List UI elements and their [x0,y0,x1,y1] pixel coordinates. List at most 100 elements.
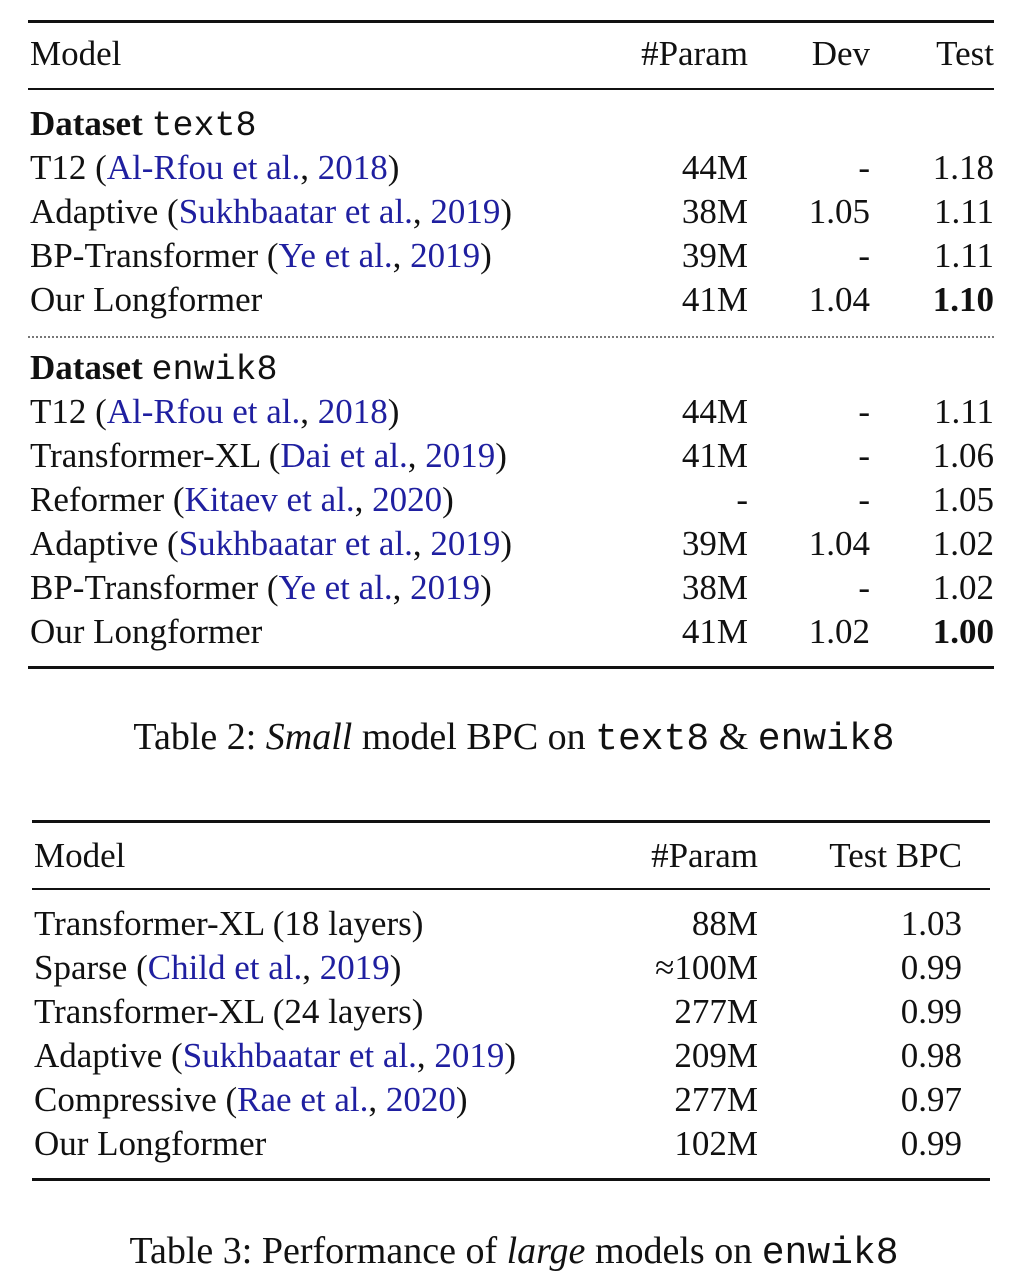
model-name-cell: Adaptive (Sukhbaatar et al., 2019) [30,522,512,566]
cite-close-paren: ) [480,236,492,275]
citation-year-link[interactable]: 2019 [425,436,496,475]
citation-author-link[interactable]: Child et al. [147,948,303,987]
test-bpc-cell: 0.99 [900,992,962,1031]
cite-open-paren: ( [162,1036,183,1075]
header-param: #Param [651,836,758,875]
param-cell: 39M [681,236,748,275]
model-name: Transformer-XL (24 layers) [34,992,424,1031]
citation-year-link[interactable]: 2019 [434,1036,505,1075]
param-cell: 38M [681,192,748,231]
dataset-name: text8 [151,106,257,146]
dev-cell: 1.05 [808,192,870,231]
dataset-heading: Dataset text8 [30,102,257,148]
model-name-cell: Adaptive (Sukhbaatar et al., 2019) [30,190,512,234]
param-cell: 277M [674,992,758,1031]
model-name: Adaptive [34,1036,163,1075]
dev-cell: 1.02 [808,612,870,651]
cite-comma: , [300,148,318,187]
citation-author-link[interactable]: Dai et al. [280,436,408,475]
header-rule [28,88,994,90]
header-test: Test [936,34,994,73]
cite-open-paren: ( [158,192,179,231]
cite-close-paren: ) [387,148,400,187]
citation-year-link[interactable]: 2020 [385,1080,456,1119]
citation-author-link[interactable]: Al-Rfou et al. [106,392,301,431]
dev-cell: - [858,568,870,607]
cite-comma: , [300,392,318,431]
param-cell: 39M [681,524,748,563]
citation-year-link[interactable]: 2018 [317,148,388,187]
cite-open-paren: ( [127,948,148,987]
citation-author-link[interactable]: Kitaev et al. [184,480,355,519]
model-name-cell: Our Longformer [34,1122,266,1166]
table-row: Transformer-XL (18 layers) 88M 1.03 [0,902,1028,946]
model-name: Reformer [30,480,165,519]
model-name: T12 [30,148,87,187]
header-test-bpc: Test BPC [829,836,962,875]
citation-year-link[interactable]: 2019 [410,568,481,607]
dev-cell: - [858,392,870,431]
bottom-rule [28,666,994,669]
test-cell: 1.11 [934,236,994,275]
citation-author-link[interactable]: Sukhbaatar et al. [178,524,413,563]
table-row: Our Longformer 102M 0.99 [0,1122,1028,1166]
cite-open-paren: ( [216,1080,238,1119]
model-name-cell: Transformer-XL (Dai et al., 2019) [30,434,507,478]
header-dev: Dev [811,34,870,73]
cite-open-paren: ( [86,392,107,431]
param-cell: - [736,480,748,519]
cite-open-paren: ( [158,524,179,563]
caption-emph: Small [265,716,353,758]
cite-close-paren: ) [389,948,402,987]
test-cell: 1.06 [932,436,994,475]
citation-author-link[interactable]: Al-Rfou et al. [106,148,301,187]
model-name-cell: T12 (Al-Rfou et al., 2018) [30,146,399,190]
param-cell: 41M [681,280,748,319]
test-cell: 1.10 [932,280,994,319]
test-cell: 1.00 [932,612,994,651]
dev-cell: 1.04 [808,524,870,563]
citation-year-link[interactable]: 2019 [430,524,501,563]
model-name-cell: Our Longformer [30,278,262,322]
table-row: Adaptive (Sukhbaatar et al., 2019) 38M 1.0… [0,190,1028,234]
table-row: T12 (Al-Rfou et al., 2018) 44M - 1.11 [0,390,1028,434]
model-name-cell: Transformer-XL (18 layers) [34,902,423,946]
citation-year-link[interactable]: 2018 [317,392,388,431]
test-cell: 1.18 [932,148,994,187]
dev-cell: - [858,480,870,519]
cite-open-paren: ( [164,480,185,519]
citation-author-link[interactable]: Ye et al. [278,236,393,275]
param-cell: 88M [691,904,758,943]
model-name-cell: Transformer-XL (24 layers) [34,990,423,1034]
citation-author-link[interactable]: Ye et al. [278,568,393,607]
table-row: Adaptive (Sukhbaatar et al., 2019) 209M 0.… [0,1034,1028,1078]
dev-cell: 1.04 [808,280,870,319]
model-name: BP-Transformer [30,568,259,607]
model-name: Our Longformer [30,280,263,319]
param-cell: 44M [681,392,748,431]
dev-cell: - [858,436,870,475]
caption-middle: model BPC on [352,716,596,758]
citation-author-link[interactable]: Rae et al. [237,1080,369,1119]
cite-open-paren: ( [258,568,279,607]
test-cell: 1.11 [934,392,994,431]
param-cell: 38M [681,568,748,607]
citation-author-link[interactable]: Sukhbaatar et al. [178,192,413,231]
citation-year-link[interactable]: 2019 [319,948,390,987]
table-row: Our Longformer 41M 1.04 1.10 [0,278,1028,322]
model-name: T12 [30,392,87,431]
table-row: Our Longformer 41M 1.02 1.00 [0,610,1028,654]
citation-year-link[interactable]: 2019 [410,236,481,275]
test-bpc-cell: 0.99 [900,948,962,987]
table-3-caption: Table 3: Performance of large models on … [0,1226,1028,1279]
dataset-heading-row: Dataset text8 [0,102,1028,146]
model-name-cell: Adaptive (Sukhbaatar et al., 2019) [34,1034,516,1078]
cite-open-paren: ( [86,148,107,187]
model-name: Sparse [34,948,128,987]
citation-author-link[interactable]: Sukhbaatar et al. [182,1036,417,1075]
citation-year-link[interactable]: 2019 [430,192,501,231]
cite-comma: , [412,192,431,231]
table-2-caption: Table 2: Small model BPC on text8 & enwi… [0,712,1028,765]
cite-close-paren: ) [500,192,513,231]
citation-year-link[interactable]: 2020 [372,480,443,519]
